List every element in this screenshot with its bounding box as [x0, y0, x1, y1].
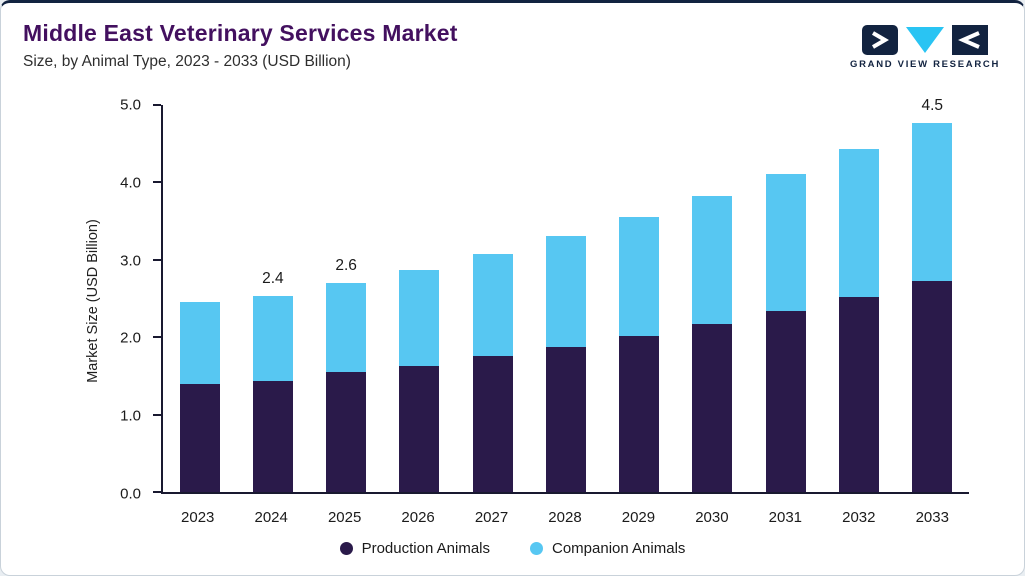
bar-segment-companion [399, 269, 440, 366]
bar-value-label: 4.5 [921, 96, 944, 114]
bars-container: 2.4 2.6 4.5 [163, 97, 969, 492]
legend-label-companion: Companion Animals [552, 540, 686, 557]
bar-group-2029 [619, 105, 660, 492]
bar-value-label: 2.6 [335, 257, 357, 275]
bar-segment-production [619, 336, 660, 492]
y-tick-label: 1.0 [120, 407, 141, 425]
bar-segment-production [326, 372, 367, 492]
x-tick-label: 2033 [915, 509, 949, 526]
brand-logo: GRAND VIEW RESEARCH [850, 25, 1000, 70]
x-tick-label: 2028 [548, 509, 582, 526]
legend-swatch-companion [530, 542, 543, 555]
y-tick-mark [153, 491, 161, 493]
chart-subtitle: Size, by Animal Type, 2023 - 2033 (USD B… [23, 53, 351, 71]
x-tick-label: 2030 [695, 509, 729, 526]
bar-segment-companion [545, 235, 586, 347]
x-tick-label: 2024 [254, 509, 288, 526]
bar-group-2024: 2.4 [252, 105, 293, 492]
y-tick-mark [153, 181, 161, 184]
legend: Production Animals Companion Animals [1, 540, 1024, 557]
legend-item-production: Production Animals [339, 540, 490, 557]
bar-segment-companion [839, 149, 880, 297]
y-tick-label: 3.0 [120, 252, 141, 270]
bar-segment-production [765, 310, 806, 492]
bar-segment-production [252, 380, 293, 492]
bar-segment-companion [179, 301, 220, 384]
bar-segment-companion [472, 254, 513, 356]
bar-segment-production [692, 324, 733, 492]
x-tick-label: 2032 [842, 509, 876, 526]
bar-segment-production [399, 365, 440, 492]
bar-group-2030 [692, 105, 733, 492]
bar-segment-companion [326, 283, 367, 373]
x-tick-label: 2027 [474, 509, 509, 526]
bar-segment-production [545, 346, 586, 492]
bar-group-2023 [179, 105, 220, 492]
x-tick-label: 2023 [181, 509, 215, 526]
legend-label-production: Production Animals [361, 540, 490, 557]
bar-group-2027 [472, 105, 513, 492]
bar-group-2031 [765, 105, 806, 492]
y-tick-label: 4.0 [120, 174, 141, 192]
x-tick-label: 2025 [327, 509, 362, 526]
y-tick-label: 2.0 [120, 329, 141, 347]
x-tick-label: 2031 [768, 509, 803, 526]
y-tick-mark [153, 336, 161, 339]
legend-swatch-production [339, 542, 353, 555]
bar-segment-companion [912, 122, 953, 282]
bar-group-2028 [545, 105, 586, 492]
bar-group-2026 [399, 105, 440, 492]
bar-segment-production [472, 355, 513, 492]
bar-segment-companion [692, 196, 733, 325]
brand-name: GRAND VIEW RESEARCH [850, 59, 1001, 70]
y-tick-mark [153, 413, 161, 416]
bar-group-2033: 4.5 [912, 97, 953, 492]
plot-area: 2.4 2.6 4.5 [153, 97, 969, 494]
chart-title: Middle East Veterinary Services Market [23, 20, 458, 46]
bar-group-2032 [839, 105, 880, 492]
bar-value-label: 2.4 [262, 270, 284, 288]
bar-segment-production [839, 296, 880, 492]
y-tick-label: 0.0 [120, 485, 141, 503]
x-tick-label: 2029 [621, 509, 656, 526]
chart-header: Middle East Veterinary Services Market S… [23, 20, 458, 71]
x-axis-labels: 2023 2024 2025 2026 2027 2028 2029 2030 2031 2032… [161, 509, 969, 526]
y-axis-title: Market Size (USD Billion) [85, 219, 101, 383]
bar-segment-production [179, 383, 220, 492]
legend-item-companion: Companion Animals [530, 540, 685, 557]
y-tick-mark [153, 258, 161, 261]
bar-segment-companion [765, 173, 806, 311]
y-axis-ticks: 0.0 1.0 2.0 3.0 4.0 5.0 [105, 97, 153, 503]
x-tick-label: 2026 [401, 509, 435, 526]
bar-group-2025: 2.6 [326, 105, 367, 492]
y-tick-mark [153, 104, 161, 106]
y-tick-label: 5.0 [120, 96, 141, 114]
bar-segment-companion [619, 217, 660, 337]
bar-segment-production [912, 281, 953, 492]
gvr-logo-icon [862, 25, 988, 55]
bar-segment-companion [252, 296, 293, 381]
